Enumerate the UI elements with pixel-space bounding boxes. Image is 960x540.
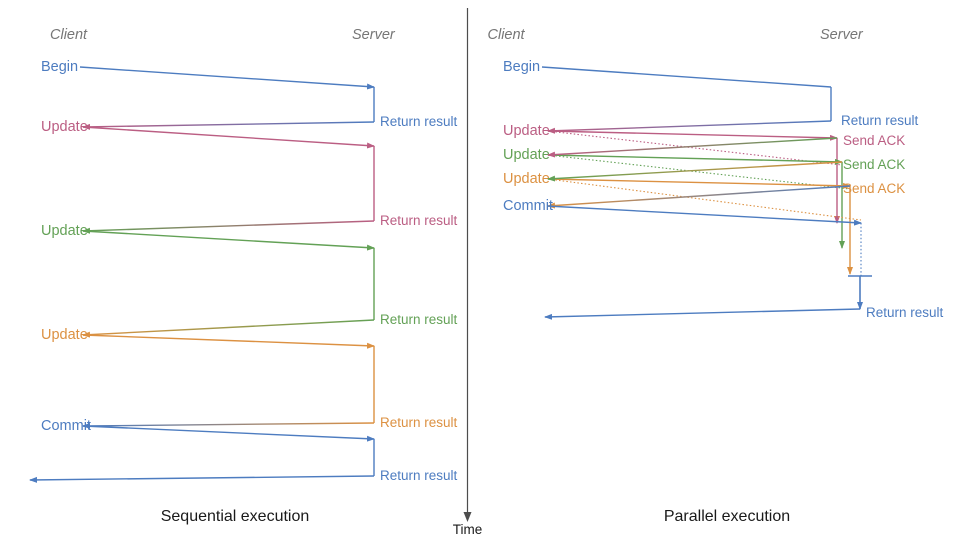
svg-text:Return result: Return result	[380, 415, 458, 430]
svg-text:Server: Server	[352, 27, 396, 43]
svg-text:Commit: Commit	[41, 418, 91, 434]
svg-text:Client: Client	[488, 27, 526, 43]
svg-text:Send ACK: Send ACK	[843, 157, 905, 172]
svg-text:Update: Update	[503, 147, 550, 163]
svg-text:Update: Update	[41, 223, 88, 239]
svg-text:Client: Client	[50, 27, 88, 43]
svg-text:Update: Update	[41, 119, 88, 135]
svg-text:Time: Time	[453, 522, 483, 537]
svg-text:Commit: Commit	[503, 198, 553, 214]
svg-text:Send ACK: Send ACK	[843, 133, 905, 148]
svg-text:Return result: Return result	[380, 468, 458, 483]
svg-text:Begin: Begin	[503, 59, 540, 75]
svg-text:Send ACK: Send ACK	[843, 181, 905, 196]
svg-text:Return result: Return result	[380, 312, 458, 327]
svg-text:Server: Server	[820, 27, 864, 43]
svg-text:Return result: Return result	[380, 114, 458, 129]
svg-text:Update: Update	[503, 171, 550, 187]
svg-text:Begin: Begin	[41, 59, 78, 75]
svg-text:Update: Update	[503, 123, 550, 139]
svg-text:Update: Update	[41, 327, 88, 343]
svg-text:Parallel execution: Parallel execution	[664, 508, 790, 525]
svg-text:Return result: Return result	[866, 305, 944, 320]
svg-text:Return result: Return result	[841, 113, 919, 128]
svg-text:Return result: Return result	[380, 213, 458, 228]
svg-text:Sequential execution: Sequential execution	[161, 508, 310, 525]
